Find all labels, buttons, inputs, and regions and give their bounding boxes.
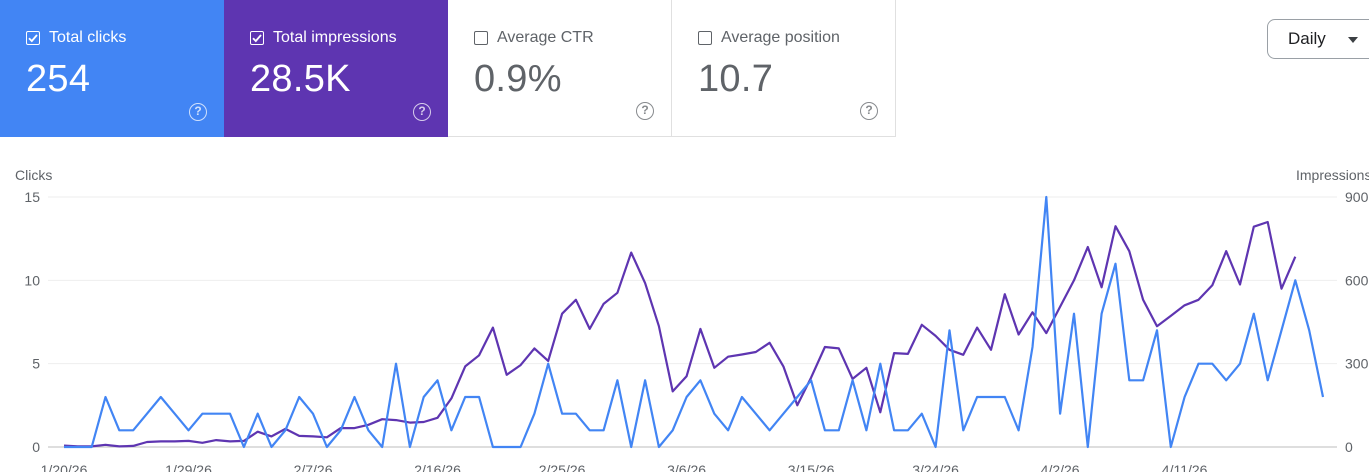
x-tick-label: 2/16/26 [414, 462, 461, 472]
checkbox-icon[interactable] [698, 31, 712, 45]
metric-card-average-ctr[interactable]: Average CTR 0.9% ? [448, 0, 672, 137]
y-right-axis-label: Impressions [1296, 167, 1369, 183]
x-tick-label: 1/29/26 [165, 462, 212, 472]
impressions-series-line [63, 220, 1297, 448]
metric-label: Average CTR [497, 29, 594, 46]
checkbox-icon[interactable] [474, 31, 488, 45]
series-lines [63, 195, 1325, 449]
y-left-tick-label: 10 [24, 272, 40, 288]
y-left-axis-label: Clicks [15, 167, 52, 183]
clicks-series-line [64, 195, 1325, 449]
metric-label: Total clicks [49, 29, 127, 46]
y-right-ticks: 0 300 600 900 [1345, 189, 1369, 455]
metric-cards: Total clicks 254 ? Total impressions 28.… [0, 0, 896, 137]
metric-value: 10.7 [698, 58, 774, 100]
y-right-tick-label: 300 [1345, 356, 1369, 372]
y-left-tick-label: 5 [32, 356, 40, 372]
period-select-value: Daily [1288, 29, 1326, 48]
metric-label: Total impressions [273, 29, 397, 46]
x-tick-label: 3/15/26 [788, 462, 835, 472]
x-tick-label: 3/24/26 [912, 462, 959, 472]
x-axis-ticks: 1/20/26 1/29/26 2/7/26 2/16/26 2/25/26 3/6/26… [41, 462, 1208, 472]
checkbox-icon[interactable] [250, 31, 264, 45]
x-tick-label: 4/2/26 [1041, 462, 1080, 472]
chevron-down-icon [1348, 37, 1358, 43]
metric-card-average-position[interactable]: Average position 10.7 ? [672, 0, 896, 137]
metric-value: 254 [26, 58, 91, 100]
metric-card-total-impressions[interactable]: Total impressions 28.5K ? [224, 0, 448, 137]
y-left-tick-label: 15 [24, 189, 40, 205]
help-icon[interactable]: ? [189, 103, 207, 121]
y-left-tick-label: 0 [32, 439, 40, 455]
x-tick-label: 3/6/26 [667, 462, 706, 472]
y-right-tick-label: 900 [1345, 189, 1369, 205]
checkbox-icon[interactable] [26, 31, 40, 45]
period-select[interactable]: Daily [1267, 19, 1369, 59]
metric-card-total-clicks[interactable]: Total clicks 254 ? [0, 0, 224, 137]
metric-label: Average position [721, 29, 840, 46]
y-right-tick-label: 600 [1345, 272, 1369, 288]
x-tick-label: 4/11/26 [1162, 462, 1208, 472]
y-left-ticks: 0 5 10 15 [24, 189, 40, 455]
help-icon[interactable]: ? [860, 102, 878, 120]
help-icon[interactable]: ? [413, 103, 431, 121]
metric-value: 0.9% [474, 58, 562, 100]
x-tick-label: 1/20/26 [41, 462, 88, 472]
metric-value: 28.5K [250, 58, 351, 100]
x-tick-label: 2/7/26 [294, 462, 333, 472]
help-icon[interactable]: ? [636, 102, 654, 120]
y-right-tick-label: 0 [1345, 439, 1353, 455]
chart-gridlines [48, 196, 1337, 448]
x-tick-label: 2/25/26 [539, 462, 586, 472]
performance-chart: Clicks Impressions 0 5 10 15 0 300 600 900 1/2… [15, 167, 1369, 472]
